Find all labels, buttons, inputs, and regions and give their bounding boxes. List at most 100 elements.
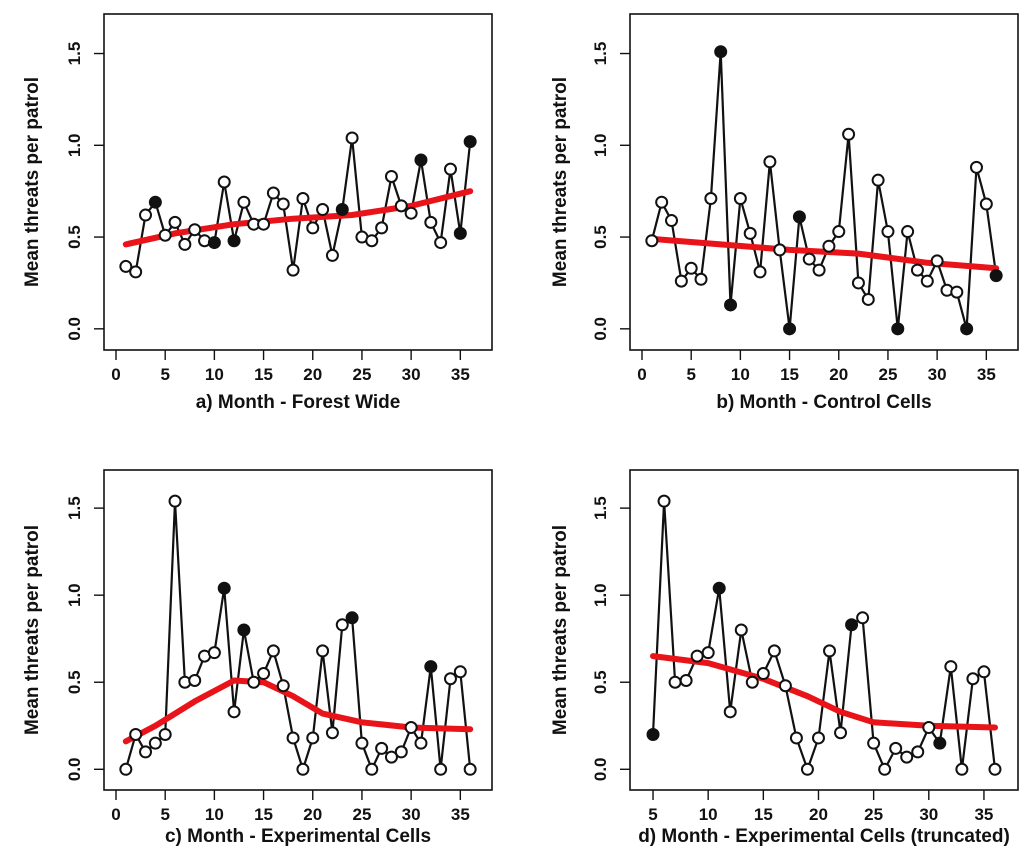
panel-2: 0 5 10 15 20 25 30 35 0.0 0.5 1.0 1.5 Mean threats p… xyxy=(22,469,493,847)
data-point xyxy=(767,644,781,658)
data-point xyxy=(168,215,182,229)
data-point xyxy=(704,192,718,206)
data-point xyxy=(714,45,728,59)
plot-frame xyxy=(103,13,493,351)
x-tick-label: 5 xyxy=(686,365,695,384)
data-point xyxy=(355,736,369,750)
data-point xyxy=(812,263,826,277)
data-point xyxy=(453,226,467,240)
data-point xyxy=(404,206,418,220)
y-tick-label: 1.5 xyxy=(591,496,610,520)
panel-0: 0 5 10 15 20 25 30 35 0.0 0.5 1.0 1.5 Mean threats p… xyxy=(22,13,493,413)
y-tick-label: 0.0 xyxy=(591,317,610,341)
data-point xyxy=(345,131,359,145)
data-point xyxy=(345,611,359,625)
data-point xyxy=(217,175,231,189)
x-tick-label: 5 xyxy=(648,805,657,824)
data-point xyxy=(394,745,408,759)
data-point xyxy=(944,660,958,674)
x-tick-label: 20 xyxy=(303,805,322,824)
data-point xyxy=(743,226,757,240)
data-point xyxy=(424,660,438,674)
data-point xyxy=(955,762,969,776)
data-point xyxy=(316,644,330,658)
x-tick-label: 15 xyxy=(254,805,273,824)
x-tick-label: 15 xyxy=(254,365,273,384)
panel-1: 0 5 10 15 20 25 30 35 0.0 0.5 1.0 1.5 Mean threats p… xyxy=(550,13,1019,413)
x-tick-label: 0 xyxy=(111,805,120,824)
x-tick-label: 10 xyxy=(205,805,224,824)
y-tick-label: 0.5 xyxy=(65,670,84,694)
data-point xyxy=(655,195,669,209)
data-point xyxy=(139,208,153,222)
data-point xyxy=(891,322,905,336)
x-axis-label: b) Month - Control Cells xyxy=(716,392,931,413)
plot-frame xyxy=(629,469,1019,791)
data-point xyxy=(414,153,428,167)
data-point xyxy=(657,494,671,508)
y-tick-label: 0.0 xyxy=(65,757,84,781)
data-point xyxy=(375,741,389,755)
data-point xyxy=(443,672,457,686)
data-point xyxy=(237,623,251,637)
data-point xyxy=(867,736,881,750)
x-tick-label: 20 xyxy=(829,365,848,384)
data-point xyxy=(286,263,300,277)
data-point xyxy=(158,228,172,242)
data-point xyxy=(207,646,221,660)
data-point xyxy=(325,726,339,740)
data-point xyxy=(881,225,895,239)
data-point xyxy=(910,263,924,277)
data-point xyxy=(276,197,290,211)
data-point xyxy=(845,618,859,632)
data-point xyxy=(823,644,837,658)
data-point xyxy=(188,223,202,237)
plot-frame xyxy=(629,13,1019,351)
data-point xyxy=(773,243,787,257)
data-point xyxy=(756,667,770,681)
data-point xyxy=(989,269,1003,283)
data-point xyxy=(207,236,221,250)
data-point xyxy=(988,762,1002,776)
data-point xyxy=(802,252,816,266)
data-point xyxy=(257,217,271,231)
data-point xyxy=(960,322,974,336)
x-tick-label: 25 xyxy=(878,365,897,384)
data-point xyxy=(834,726,848,740)
x-tick-label: 20 xyxy=(303,365,322,384)
x-axis-label: c) Month - Experimental Cells xyxy=(165,826,431,847)
y-tick-label: 1.0 xyxy=(65,583,84,607)
data-point xyxy=(306,221,320,235)
data-point xyxy=(753,265,767,279)
data-point xyxy=(453,665,467,679)
y-tick-label: 1.5 xyxy=(591,42,610,66)
data-point xyxy=(900,750,914,764)
x-tick-label: 15 xyxy=(780,365,799,384)
data-point xyxy=(266,644,280,658)
x-tick-label: 30 xyxy=(402,365,421,384)
data-point xyxy=(158,727,172,741)
data-point xyxy=(878,762,892,776)
x-tick-label: 10 xyxy=(205,365,224,384)
data-point xyxy=(665,214,679,228)
data-point xyxy=(861,292,875,306)
data-point xyxy=(316,203,330,217)
data-point xyxy=(434,236,448,250)
data-point xyxy=(930,254,944,268)
x-tick-label: 35 xyxy=(451,365,470,384)
data-point xyxy=(266,186,280,200)
data-point xyxy=(306,731,320,745)
data-point xyxy=(733,192,747,206)
x-tick-label: 15 xyxy=(754,805,773,824)
data-point xyxy=(178,237,192,251)
x-tick-label: 0 xyxy=(111,365,120,384)
y-tick-label: 1.5 xyxy=(65,42,84,66)
data-point xyxy=(414,736,428,750)
data-point xyxy=(911,745,925,759)
data-point xyxy=(889,741,903,755)
data-point xyxy=(335,618,349,632)
data-point xyxy=(674,274,688,288)
y-tick-label: 0.0 xyxy=(591,757,610,781)
y-tick-label: 0.0 xyxy=(65,317,84,341)
data-point xyxy=(950,285,964,299)
